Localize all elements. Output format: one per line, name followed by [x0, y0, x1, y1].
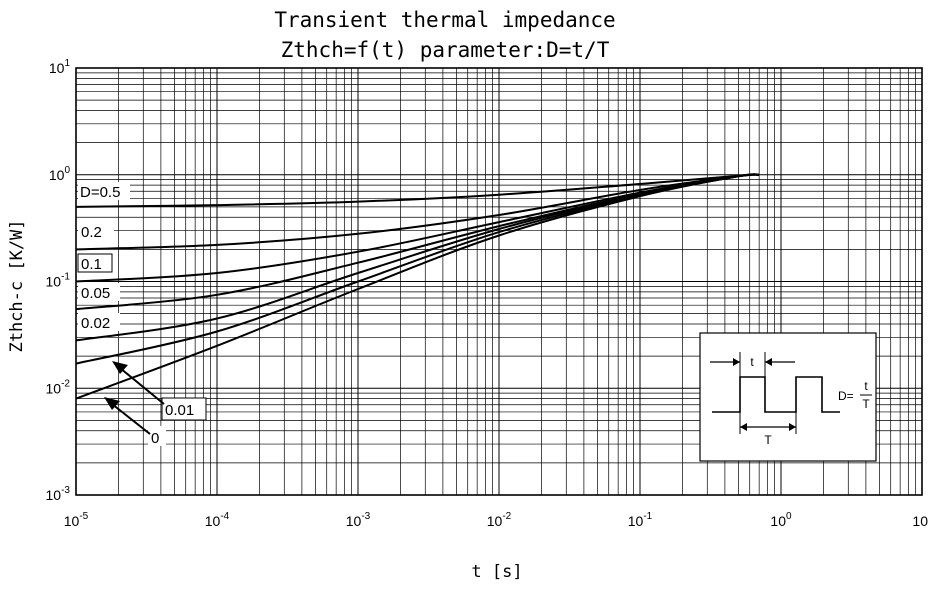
series-label-005: 0.05 — [81, 285, 110, 302]
series-label-001: 0.01 — [165, 402, 194, 419]
chart-title: Transient thermal impedance — [274, 8, 615, 32]
t-arrow-right-head — [765, 358, 772, 366]
inset-box — [699, 332, 877, 462]
y-tick-base: 10 — [46, 380, 62, 396]
pulse-width-label: t — [750, 355, 754, 369]
x-tick-base: 10 — [628, 513, 644, 529]
T-arrow-left-head — [740, 423, 747, 431]
arrow-line-0 — [111, 403, 151, 435]
x-axis-label: t [s] — [471, 562, 522, 582]
y-tick-label: 10-3 — [46, 485, 71, 503]
y-tick-exponent: -3 — [61, 485, 70, 496]
label-box-d05 — [78, 182, 130, 200]
y-tick-label: 10-1 — [46, 272, 71, 290]
x-tick-base: 10 — [912, 513, 928, 529]
x-tick-base: 10 — [64, 513, 80, 529]
y-tick-label: 100 — [49, 165, 71, 183]
series-labels: D=0.5 0.2 0.1 0.05 0.02 0.01 0 — [77, 182, 207, 447]
y-tick-exponent: 0 — [64, 165, 70, 176]
x-tick-exponent: -3 — [361, 511, 370, 522]
T-arrow-right-head — [789, 423, 796, 431]
y-axis-label: Zthch-c [K/W] — [7, 219, 27, 352]
x-tick-label: 10-5 — [64, 511, 89, 529]
label-box-002 — [78, 313, 120, 331]
arrow-head-001 — [112, 361, 128, 374]
y-tick-label: 101 — [49, 58, 71, 76]
x-tick-exponent: -5 — [79, 511, 88, 522]
series-label-01: 0.1 — [81, 256, 102, 273]
x-tick-exponent: -2 — [502, 511, 511, 522]
series-curve-3 — [75, 173, 760, 311]
x-tick-base: 10 — [205, 513, 221, 529]
label-box-01 — [77, 253, 113, 273]
series-curve-6 — [75, 173, 760, 400]
y-tick-label: 10-2 — [46, 378, 71, 396]
duty-prefix: D= — [838, 389, 854, 403]
series-curve-5 — [75, 173, 760, 365]
x-tick-label: 10 — [912, 513, 928, 529]
pulse-waveform — [712, 376, 840, 413]
duty-denominator: T — [862, 397, 870, 411]
series-label-d05: D=0.5 — [80, 184, 120, 201]
y-tick-exponent: -1 — [61, 272, 70, 283]
x-tick-label: 10-4 — [205, 511, 230, 529]
x-tick-base: 10 — [487, 513, 503, 529]
y-tick-base: 10 — [46, 274, 62, 290]
y-tick-base: 10 — [49, 167, 65, 183]
series-label-0: 0 — [151, 430, 159, 447]
arrow-head-0 — [104, 397, 120, 410]
x-tick-label: 10-1 — [628, 511, 653, 529]
label-box-02 — [78, 222, 114, 240]
x-tick-base: 10 — [770, 513, 786, 529]
series-label-002: 0.02 — [81, 315, 110, 332]
y-tick-exponent: -2 — [61, 378, 70, 389]
x-tick-exponent: -4 — [220, 511, 229, 522]
y-tick-base: 10 — [46, 487, 62, 503]
t-arrow-left-head — [733, 358, 740, 366]
label-box-005 — [78, 283, 120, 301]
label-box-0 — [148, 426, 166, 446]
x-tick-exponent: 0 — [786, 511, 792, 522]
pulse-inset: t T D= t T — [699, 332, 877, 462]
series-curves — [75, 173, 760, 400]
period-label: T — [764, 433, 772, 447]
series-label-02: 0.2 — [81, 224, 102, 241]
x-tick-label: 100 — [770, 511, 792, 529]
arrow-line-001 — [119, 367, 165, 405]
x-tick-base: 10 — [346, 513, 362, 529]
y-tick-exponent: 1 — [64, 58, 70, 69]
chart-subtitle: Zthch=f(t) parameter:D=t/T — [281, 38, 610, 62]
x-tick-label: 10-3 — [346, 511, 371, 529]
x-axis-ticks: 10-5 10-4 10-3 10-2 10-1 100 10 — [64, 511, 928, 529]
series-curve-0 — [75, 173, 760, 208]
x-tick-exponent: -1 — [643, 511, 652, 522]
duty-numerator: t — [864, 379, 868, 393]
x-tick-label: 10-2 — [487, 511, 512, 529]
series-curve-1 — [75, 173, 760, 251]
label-pointer-arrows — [104, 361, 165, 435]
y-tick-base: 10 — [49, 60, 65, 76]
label-box-001 — [161, 397, 207, 421]
